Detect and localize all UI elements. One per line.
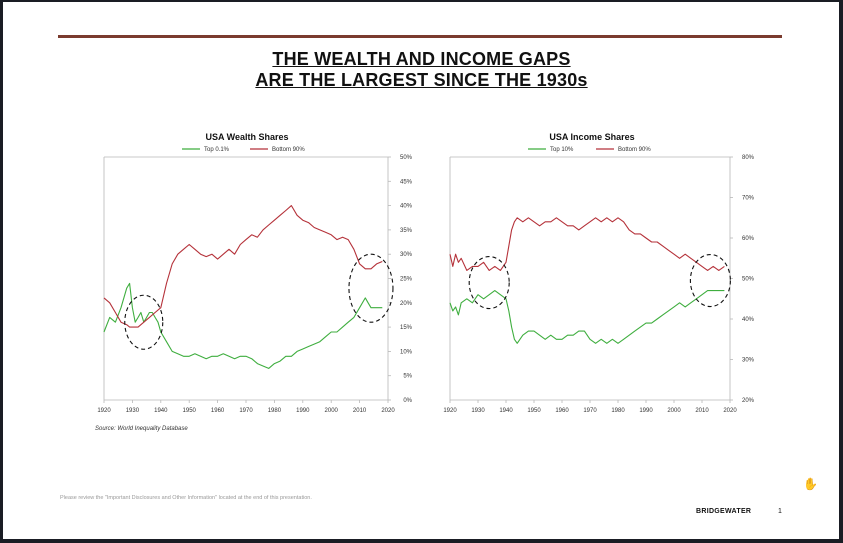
y-tick-label: 0% xyxy=(403,398,412,404)
y-tick-label: 25% xyxy=(400,277,413,283)
y-tick-label: 10% xyxy=(400,349,413,355)
annotation-circle-0 xyxy=(124,294,164,350)
x-tick-label: 1920 xyxy=(443,408,457,414)
x-tick-label: 1960 xyxy=(211,408,225,414)
x-tick-label: 2020 xyxy=(381,408,395,414)
y-tick-label: 70% xyxy=(742,196,755,202)
legend-label: Bottom 90% xyxy=(618,147,651,153)
x-tick-label: 1970 xyxy=(239,408,253,414)
series-line-bottom-90- xyxy=(449,217,725,271)
source-note: Source: World Inequality Database xyxy=(95,426,188,432)
y-tick-label: 20% xyxy=(742,398,755,404)
y-tick-label: 50% xyxy=(742,277,755,283)
annotation-circle-0 xyxy=(468,255,510,310)
x-tick-label: 1990 xyxy=(296,408,310,414)
x-tick-label: 2020 xyxy=(723,408,737,414)
page-title-line-2: ARE THE LARGEST SINCE THE 1930s xyxy=(255,70,588,90)
page-title-line-1: THE WEALTH AND INCOME GAPS xyxy=(272,49,571,69)
x-tick-label: 1960 xyxy=(555,408,569,414)
y-tick-label: 35% xyxy=(400,228,413,234)
chart-title-1: USA Income Shares xyxy=(549,132,634,142)
brand-logo: BRIDGEWATER xyxy=(696,508,752,515)
disclaimer-text: Please review the "Important Disclosures… xyxy=(60,495,312,501)
chart-title-0: USA Wealth Shares xyxy=(205,132,288,142)
x-tick-label: 2000 xyxy=(667,408,681,414)
x-tick-label: 1930 xyxy=(126,408,140,414)
x-tick-label: 1920 xyxy=(97,408,111,414)
x-tick-label: 1990 xyxy=(639,408,653,414)
hand-cursor-icon: ✋ xyxy=(803,477,818,491)
page-number: 1 xyxy=(778,508,782,515)
x-tick-label: 1940 xyxy=(499,408,513,414)
x-tick-label: 2010 xyxy=(353,408,367,414)
series-line-top-10- xyxy=(449,290,725,344)
series-line-top-0-1- xyxy=(103,282,383,369)
y-tick-label: 30% xyxy=(742,358,755,364)
x-tick-label: 1950 xyxy=(183,408,197,414)
y-tick-label: 20% xyxy=(400,301,413,307)
x-tick-label: 2000 xyxy=(325,408,339,414)
annotation-circle-1 xyxy=(689,253,731,308)
x-tick-label: 2010 xyxy=(695,408,709,414)
annotation-circle-1 xyxy=(348,253,394,323)
y-tick-label: 5% xyxy=(403,374,412,380)
y-tick-label: 40% xyxy=(400,204,413,210)
y-tick-label: 60% xyxy=(742,236,755,242)
y-tick-label: 30% xyxy=(400,252,413,258)
x-tick-label: 1950 xyxy=(527,408,541,414)
x-tick-label: 1940 xyxy=(154,408,168,414)
x-tick-label: 1970 xyxy=(583,408,597,414)
y-tick-label: 80% xyxy=(742,155,755,161)
y-tick-label: 15% xyxy=(400,325,413,331)
y-tick-label: 50% xyxy=(400,155,413,161)
title-rule xyxy=(58,35,782,38)
series-line-bottom-90- xyxy=(103,205,383,328)
slide xyxy=(3,2,839,539)
legend-label: Top 10% xyxy=(550,147,574,153)
legend-label: Bottom 90% xyxy=(272,147,305,153)
x-tick-label: 1930 xyxy=(471,408,485,414)
y-tick-label: 40% xyxy=(742,317,755,323)
x-tick-label: 1980 xyxy=(268,408,282,414)
y-tick-label: 45% xyxy=(400,179,413,185)
x-tick-label: 1980 xyxy=(611,408,625,414)
legend-label: Top 0.1% xyxy=(204,147,230,153)
